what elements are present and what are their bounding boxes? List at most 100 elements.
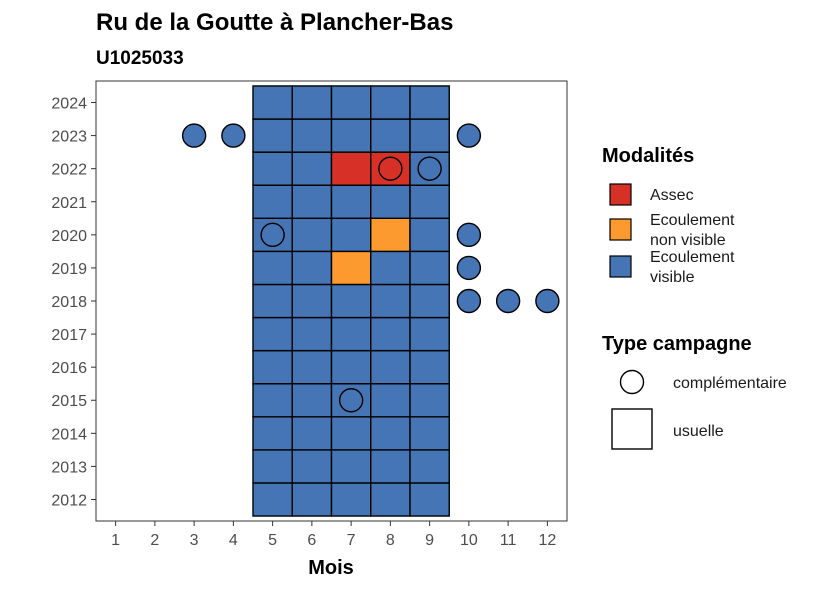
- x-tick-label: 12: [538, 532, 556, 549]
- point-2022-8: [378, 156, 403, 181]
- tile-2021-7: [330, 184, 372, 219]
- tile-2023-7: [330, 118, 372, 153]
- tile-2018-6: [291, 283, 333, 319]
- tile-2021-6: [291, 184, 333, 219]
- tile-2016-5: [252, 349, 293, 385]
- tile-2015-5: [252, 383, 293, 418]
- x-tick-label: 7: [347, 532, 356, 549]
- chart-subtitle: U1025033: [96, 48, 184, 69]
- legend-key-ecoulement_non_visible: [609, 218, 632, 241]
- tile-2017-6: [291, 316, 333, 352]
- tile-2023-8: [370, 118, 411, 153]
- point-2023-4: [221, 123, 246, 148]
- tile-2013-8: [370, 449, 411, 484]
- y-tick-label: 2015: [51, 393, 87, 410]
- tile-2012-7: [330, 482, 372, 517]
- tile-2024-8: [370, 85, 411, 120]
- legend-title-modalites: Modalités: [602, 145, 694, 167]
- tile-2013-6: [291, 449, 333, 484]
- y-tick-label: 2013: [51, 459, 87, 476]
- tile-2013-7: [330, 449, 372, 484]
- legend-label-ecoulement_visible: Ecoulement visible: [650, 249, 735, 286]
- legend-label-line: Assec: [650, 187, 694, 204]
- tile-2024-9: [409, 85, 450, 120]
- tile-2016-7: [330, 349, 372, 385]
- tile-2015-9: [409, 383, 450, 418]
- y-tick-label: 2012: [51, 492, 87, 509]
- tile-2020-6: [291, 217, 333, 253]
- tile-2014-9: [409, 416, 450, 451]
- tile-2020-9: [409, 217, 450, 253]
- tile-2019-5: [252, 250, 293, 286]
- tile-2018-8: [370, 283, 411, 319]
- y-tick-label: 2014: [51, 426, 87, 443]
- tile-2018-9: [409, 283, 450, 319]
- chart-title: Ru de la Goutte à Plancher-Bas: [96, 9, 453, 36]
- legend-key-complementaire: [619, 369, 645, 395]
- tile-2019-8: [370, 250, 411, 286]
- y-tick-label: 2021: [51, 195, 87, 212]
- y-tick-label: 2024: [51, 96, 87, 113]
- plot-area: [181, 85, 560, 517]
- point-2023-3: [181, 123, 207, 148]
- legend-label-line: visible: [650, 269, 695, 286]
- tile-2014-7: [330, 416, 372, 451]
- x-tick-label: 4: [229, 532, 238, 549]
- tile-2013-5: [252, 449, 293, 484]
- tile-2016-8: [370, 349, 411, 385]
- tile-2015-8: [370, 383, 411, 418]
- x-tick-label: 1: [111, 532, 120, 549]
- tile-2022-6: [291, 151, 333, 186]
- tile-2012-9: [409, 482, 450, 517]
- tile-2024-5: [252, 85, 293, 120]
- tile-2012-5: [252, 482, 293, 517]
- tile-2018-7: [330, 283, 372, 319]
- tile-2014-5: [252, 416, 293, 451]
- tile-2014-6: [291, 416, 333, 451]
- legend-label-ecoulement_non_visible: Ecoulement non visible: [650, 212, 735, 249]
- y-tick-label: 2020: [51, 228, 87, 245]
- y-tick-label: 2022: [51, 162, 87, 179]
- point-2020-5: [260, 222, 285, 248]
- legend-label-line: non visible: [650, 232, 726, 249]
- tile-2020-8: [370, 217, 411, 253]
- y-tick-label: 2023: [51, 129, 87, 146]
- tile-2012-6: [291, 482, 333, 517]
- x-axis-title: Mois: [308, 557, 354, 579]
- legend-key-assec: [609, 183, 632, 206]
- x-tick-label: 6: [307, 532, 316, 549]
- legend-title-type-campagne: Type campagne: [602, 333, 752, 355]
- tile-2020-7: [330, 217, 372, 253]
- x-tick-label: 5: [268, 532, 277, 549]
- y-tick-label: 2016: [51, 360, 87, 377]
- tile-2021-5: [252, 184, 293, 219]
- tile-2022-7: [330, 151, 372, 186]
- tile-2024-7: [330, 85, 372, 120]
- x-tick-label: 10: [460, 532, 478, 549]
- point-2018-10: [456, 288, 482, 314]
- tile-2018-5: [252, 283, 293, 319]
- tile-2024-6: [291, 85, 333, 120]
- tile-2022-5: [252, 151, 293, 186]
- tile-2021-9: [409, 184, 450, 219]
- legend-key-usuelle: [611, 408, 653, 450]
- tile-2017-8: [370, 316, 411, 352]
- point-2023-10: [456, 123, 482, 148]
- tile-2013-9: [409, 449, 450, 484]
- legend-label-line: Ecoulement: [650, 249, 735, 266]
- point-2018-12: [535, 288, 560, 314]
- legend-label-line: Ecoulement: [650, 212, 735, 229]
- legend-label-complementaire: complémentaire: [673, 375, 787, 392]
- tile-2012-8: [370, 482, 411, 517]
- tile-2023-9: [409, 118, 450, 153]
- tile-2021-8: [370, 184, 411, 219]
- tile-2023-6: [291, 118, 333, 153]
- point-2020-10: [456, 222, 482, 248]
- tile-2016-9: [409, 349, 450, 385]
- tile-2015-6: [291, 383, 333, 418]
- tile-2017-9: [409, 316, 450, 352]
- tile-2016-6: [291, 349, 333, 385]
- tile-2017-7: [330, 316, 372, 352]
